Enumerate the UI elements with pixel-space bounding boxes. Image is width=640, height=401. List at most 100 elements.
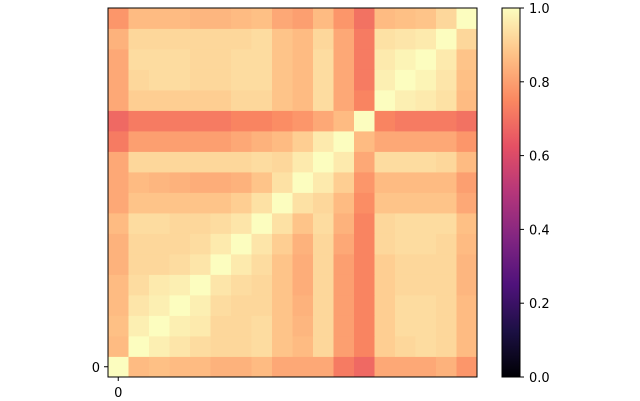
heatmap-cell [210, 336, 232, 357]
heatmap-cell [354, 356, 375, 378]
heatmap-cell [272, 90, 293, 111]
heatmap-cell [169, 49, 191, 70]
heatmap-cell [128, 274, 150, 296]
heatmap-cell [210, 151, 232, 173]
heatmap-cell [272, 274, 293, 296]
heatmap-cell [456, 8, 478, 29]
heatmap-cell [210, 110, 232, 132]
heatmap-cell [149, 90, 170, 111]
heatmap-cell [354, 49, 375, 70]
heatmap-cell [190, 295, 211, 316]
heatmap-cell [108, 131, 129, 152]
heatmap-cell [108, 192, 129, 214]
heatmap-cell [456, 336, 478, 357]
heatmap-cell [456, 131, 478, 152]
heatmap-cell [436, 151, 457, 173]
heatmap-cell [251, 28, 273, 50]
heatmap-cell [149, 110, 170, 132]
colorbar-tick-label: 1.0 [529, 2, 550, 17]
heatmap-cell [108, 254, 129, 275]
heatmap-cell [456, 110, 478, 132]
heatmap-cell [231, 192, 252, 214]
heatmap-cell [251, 295, 273, 316]
heatmap-cell [354, 69, 375, 91]
heatmap-cell [395, 90, 416, 111]
heatmap-cell [128, 336, 150, 357]
heatmap-cell [251, 315, 273, 337]
heatmap-cell [313, 28, 334, 50]
heatmap-cell [415, 254, 437, 275]
heatmap-cell [251, 336, 273, 357]
heatmap-cell [231, 336, 252, 357]
heatmap-cell [128, 8, 150, 29]
heatmap-cell [374, 90, 396, 111]
heatmap-cell [333, 356, 355, 378]
heatmap-cell [333, 336, 355, 357]
heatmap-cell [354, 110, 375, 132]
heatmap-cell [415, 274, 437, 296]
heatmap-cell [333, 233, 355, 255]
heatmap-cell [292, 356, 314, 378]
heatmap-cell [272, 172, 293, 193]
heatmap-cell [231, 254, 252, 275]
heatmap-cell [313, 131, 334, 152]
heatmap-cell [456, 233, 478, 255]
heatmap-cell [292, 254, 314, 275]
heatmap-cell [272, 8, 293, 29]
heatmap-cell [169, 28, 191, 50]
heatmap-cell [436, 90, 457, 111]
heatmap-cell [395, 28, 416, 50]
heatmap-cell [231, 90, 252, 111]
heatmap-cell [272, 192, 293, 214]
heatmap-cell [149, 49, 170, 70]
heatmap-cell [354, 274, 375, 296]
heatmap-cell [456, 356, 478, 378]
heatmap-cell [128, 49, 150, 70]
heatmap-cell [436, 69, 457, 91]
heatmap-cell [190, 315, 211, 337]
heatmap-cell [374, 356, 396, 378]
heatmap-cell [272, 254, 293, 275]
heatmap-cell [374, 172, 396, 193]
heatmap-cell [395, 69, 416, 91]
heatmap-cell [415, 110, 437, 132]
heatmap-cell [190, 336, 211, 357]
heatmap-cell [436, 131, 457, 152]
colorbar-ticks: 0.0 0.2 0.4 0.6 0.8 1.0 [520, 2, 550, 386]
heatmap-cell [456, 213, 478, 234]
heatmap-cell [108, 28, 129, 50]
heatmap-cell [374, 131, 396, 152]
heatmap-cell [456, 315, 478, 337]
heatmap-cell [395, 172, 416, 193]
heatmap-cell [395, 49, 416, 70]
heatmap-cell [415, 233, 437, 255]
heatmap-cell [415, 151, 437, 173]
heatmap-cell [128, 356, 150, 378]
heatmap-cell [272, 213, 293, 234]
heatmap-cell [128, 254, 150, 275]
heatmap-cell [108, 110, 129, 132]
heatmap-cell [415, 336, 437, 357]
heatmap-cell [395, 356, 416, 378]
heatmap-cell [313, 315, 334, 337]
heatmap-cell [231, 315, 252, 337]
heatmap-cell [190, 192, 211, 214]
heatmap-cell [149, 172, 170, 193]
heatmap-cell [313, 69, 334, 91]
heatmap-cell [436, 336, 457, 357]
heatmap-cell [333, 8, 355, 29]
heatmap-cell [374, 49, 396, 70]
heatmap-cell [210, 49, 232, 70]
heatmap-cell [333, 172, 355, 193]
heatmap-cell [210, 8, 232, 29]
heatmap-cell [436, 254, 457, 275]
heatmap-cell [395, 110, 416, 132]
heatmap-cell [231, 8, 252, 29]
heatmap-cell [231, 213, 252, 234]
heatmap-cell [149, 69, 170, 91]
heatmap-cell [456, 151, 478, 173]
heatmap-cell [354, 254, 375, 275]
heatmap-cell [149, 356, 170, 378]
heatmap-cell [436, 8, 457, 29]
colorbar-tick-label: 0.6 [529, 150, 550, 165]
